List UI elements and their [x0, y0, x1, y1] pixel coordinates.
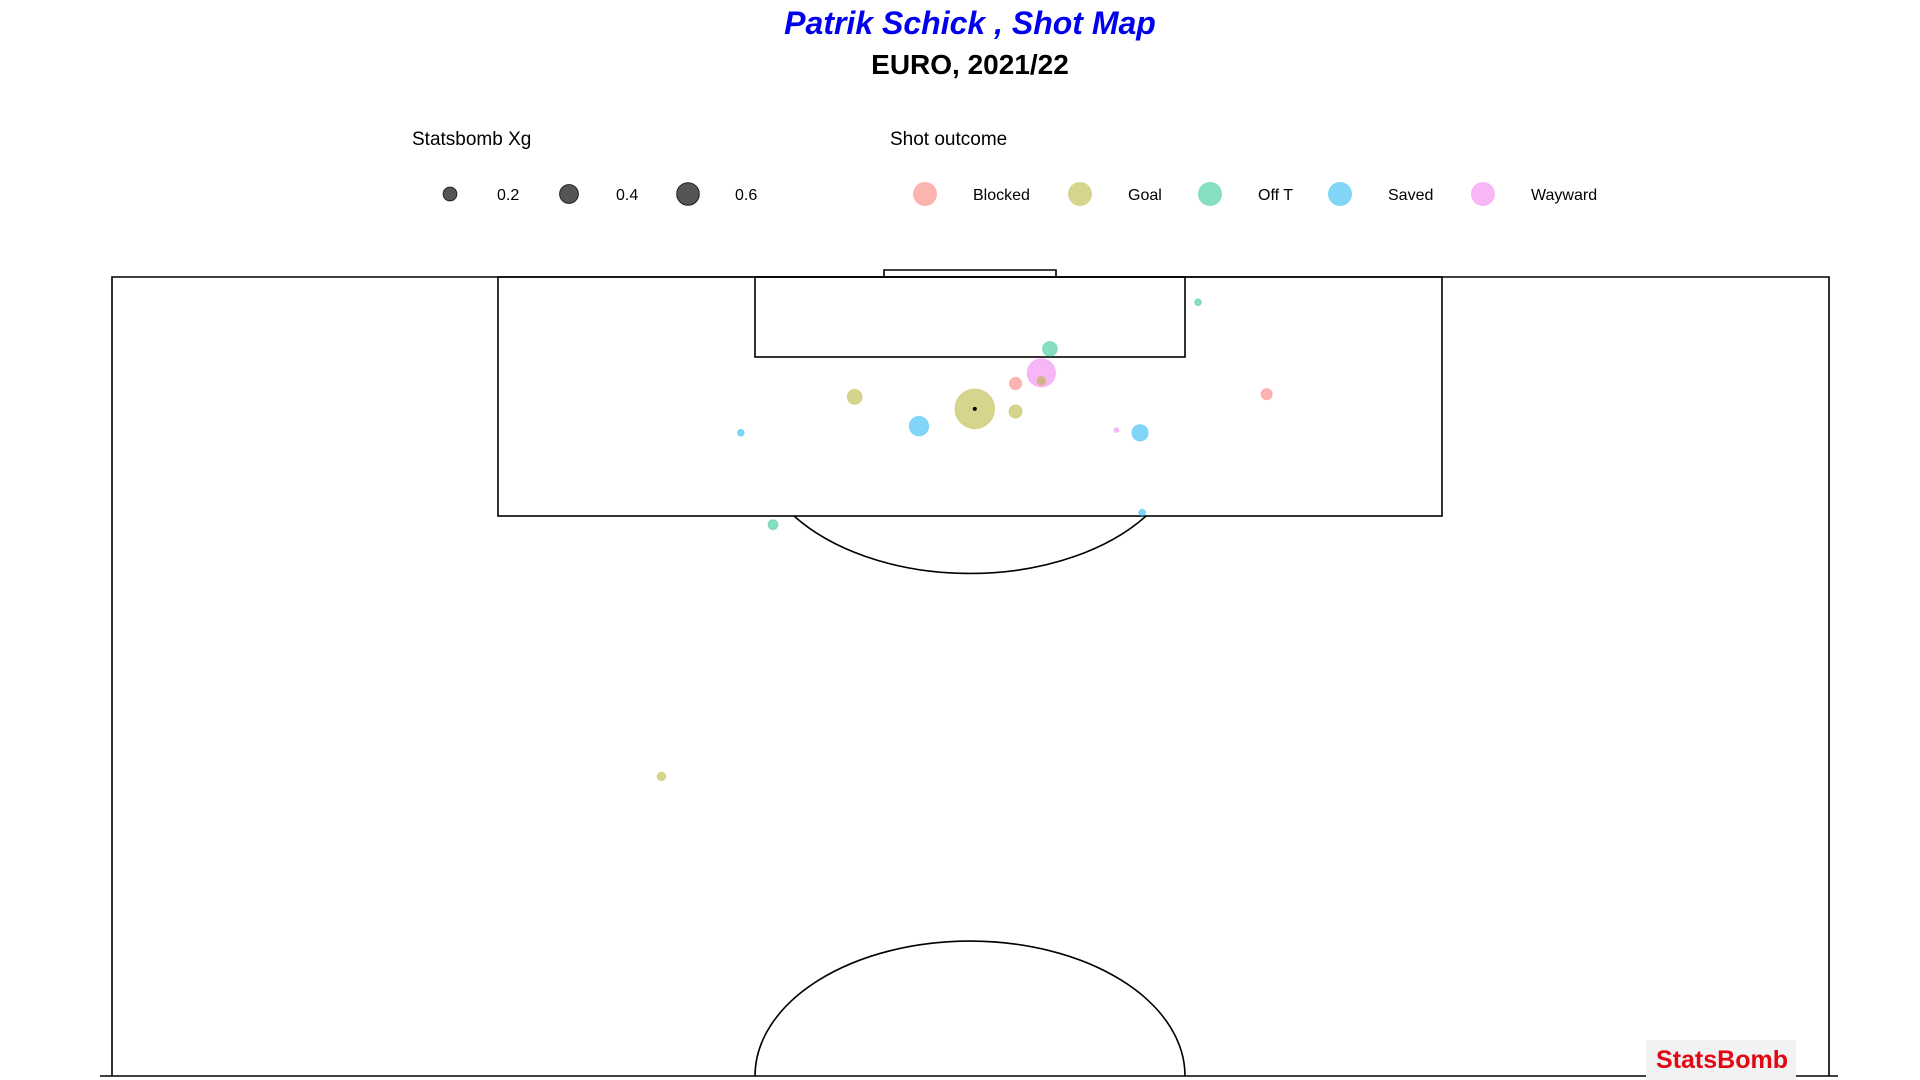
shot-point — [1138, 508, 1147, 517]
pitch — [100, 269, 1838, 1077]
size-legend-marker — [442, 186, 458, 202]
outcome-legend-label: Blocked — [973, 187, 1030, 204]
shot-point — [736, 428, 745, 437]
outcome-legend: Shot outcome Blocked Goal Off T Saved Waywar… — [890, 129, 1597, 206]
outcome-legend-marker — [1198, 182, 1222, 206]
chart-subtitle: EURO, 2021/22 — [871, 49, 1069, 80]
size-legend-marker — [676, 182, 700, 206]
size-legend-marker — [559, 184, 579, 204]
shot-point — [1113, 427, 1120, 434]
outcome-legend-marker — [1068, 182, 1092, 206]
penalty-arc — [793, 515, 1147, 575]
shot-point — [1194, 298, 1202, 307]
outcome-legend-label: Wayward — [1531, 187, 1597, 204]
brand-backdrop — [1646, 1040, 1796, 1080]
outcome-legend-label: Goal — [1128, 187, 1162, 204]
shot-point — [846, 388, 863, 405]
outcome-legend-label: Saved — [1388, 187, 1433, 204]
shot-point — [1026, 358, 1057, 388]
shot-point — [1008, 404, 1023, 419]
size-legend-label: 0.4 — [616, 187, 638, 204]
size-legend-title: Statsbomb Xg — [412, 129, 531, 150]
size-legend-label: 0.6 — [735, 187, 757, 204]
shot-point — [1131, 424, 1149, 442]
shot-point — [908, 415, 930, 437]
outcome-legend-marker — [1471, 182, 1495, 206]
outcome-legend-marker — [913, 182, 937, 206]
shot-center-dot — [972, 406, 977, 411]
size-legend-label: 0.2 — [497, 187, 519, 204]
chart-title: Patrik Schick , Shot Map — [784, 5, 1156, 41]
size-legend: Statsbomb Xg 0.2 0.4 0.6 — [412, 129, 757, 206]
shot-point — [1260, 388, 1273, 401]
outcome-legend-label: Off T — [1258, 187, 1293, 204]
shot-point — [1008, 376, 1023, 391]
outcome-legend-title: Shot outcome — [890, 129, 1007, 150]
goal-frame — [883, 269, 1057, 277]
outcome-legend-marker — [1328, 182, 1352, 206]
shots-layer — [656, 298, 1273, 782]
shot-point — [1036, 376, 1047, 386]
shot-point — [767, 519, 779, 531]
six-yard-box — [754, 276, 1186, 358]
statsbomb-logo: StatsBomb — [1656, 1046, 1788, 1074]
shot-point — [656, 771, 667, 782]
shot-point — [1041, 340, 1058, 357]
center-circle — [754, 940, 1186, 1077]
